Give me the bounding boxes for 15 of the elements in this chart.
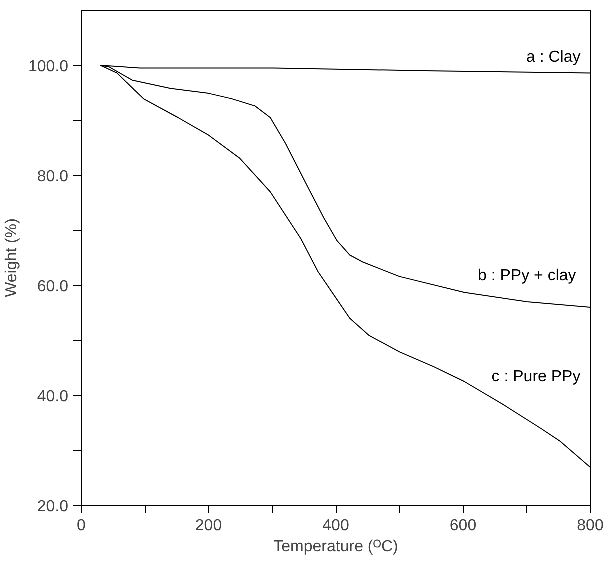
y-tick-label: 20.0: [37, 498, 69, 516]
x-axis-title: Temperature (ᴼC): [274, 538, 398, 556]
y-axis-title: Weight (%): [3, 218, 20, 298]
x-tick-label: 800: [577, 518, 604, 534]
x-tick-label: 400: [322, 518, 350, 534]
x-tick-label: 0: [77, 518, 86, 534]
x-tick-label: 600: [450, 518, 477, 534]
series-label: b : PPy + clay: [478, 268, 576, 285]
x-tick-label: 200: [195, 518, 222, 534]
y-tick-label: 100.0: [28, 58, 69, 76]
y-tick-label: 60.0: [37, 278, 69, 296]
series-label: a : Clay: [526, 49, 581, 66]
series-label: c : Pure PPy: [492, 368, 581, 386]
y-tick-label: 40.0: [37, 388, 69, 406]
y-tick-label: 80.0: [37, 168, 69, 186]
